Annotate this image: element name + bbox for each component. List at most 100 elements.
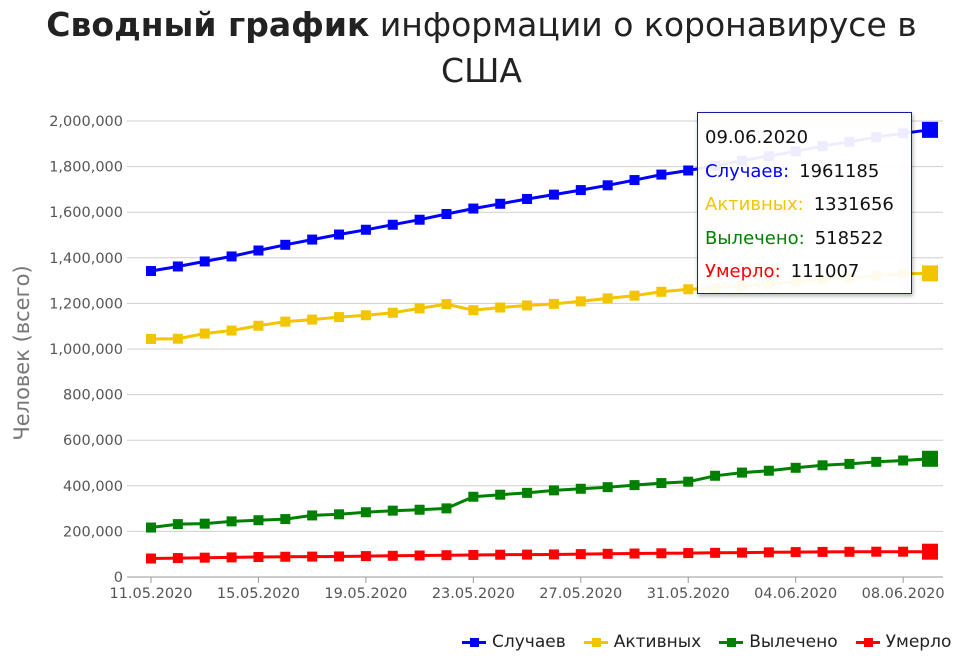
data-point [307,314,318,325]
data-point [871,546,882,557]
data-point [253,515,264,526]
y-tick-label: 1,000,000 [49,342,123,358]
data-point [280,514,291,525]
data-point [629,290,640,301]
data-point [226,552,237,563]
tooltip-row-cases: Случаев: 1961185 [705,157,911,191]
data-point [922,121,938,138]
tooltip-label: Умерло: [705,261,781,282]
data-point [922,450,938,467]
data-point [334,551,345,562]
data-tooltip: 09.06.2020 Случаев: 1961185 Активных: 1331… [697,112,912,294]
y-tick-label: 1,400,000 [49,251,123,267]
chart-title-bold: Сводный график [46,5,370,44]
x-tick-label: 27.05.2020 [539,586,622,602]
x-tick-label: 15.05.2020 [217,586,300,602]
legend-marker-icon [583,636,608,648]
data-point [575,549,586,560]
data-point [280,551,291,562]
data-point [360,224,371,235]
data-point [817,460,828,471]
y-tick-label: 800,000 [63,388,123,404]
data-point [790,462,801,473]
y-tick-label: 600,000 [63,433,123,449]
data-point [253,552,264,563]
data-point [575,296,586,307]
data-point [199,552,210,563]
data-point [334,312,345,323]
data-point [172,261,183,272]
y-axis-label: Человек (всего) [10,265,34,440]
y-tick-label: 400,000 [63,479,123,495]
data-point [522,549,533,560]
data-point [602,293,613,304]
data-point [656,169,667,180]
chart-title: Сводный график информации о коронавирусе… [20,2,943,94]
data-point [495,198,506,209]
data-point [468,203,479,214]
legend-item-cases[interactable]: Случаев [462,632,566,652]
data-point [307,234,318,245]
data-point [629,548,640,559]
data-point [522,487,533,498]
y-tick-label: 2,000,000 [49,114,123,130]
data-point [710,547,721,558]
tooltip-row-deaths: Умерло: 111007 [705,257,911,291]
legend-label: Активных [613,632,702,652]
data-point [468,305,479,316]
tooltip-label: Вылечено: [705,227,805,249]
tooltip-label: Случаев: [705,160,790,182]
legend-marker-icon [462,636,486,648]
data-point [736,467,747,478]
data-point [602,482,613,493]
data-point [468,549,479,560]
data-point [495,489,506,500]
data-point [817,546,828,557]
data-point [844,546,855,557]
data-point [710,470,721,481]
data-point [683,476,694,487]
data-point [844,458,855,469]
data-point [683,284,694,295]
legend-label: Умерло [885,632,952,652]
x-tick-label: 31.05.2020 [647,586,730,602]
data-point [441,503,452,514]
data-point [199,518,210,529]
data-point [146,266,156,277]
y-tick-label: 1,200,000 [49,296,123,312]
legend-marker-icon [719,636,744,648]
data-point [360,310,371,321]
data-point [146,553,156,564]
data-point [922,265,938,282]
x-tick-label: 04.06.2020 [754,586,837,602]
data-point [146,333,156,344]
data-point [495,549,506,560]
x-tick-label: 19.05.2020 [324,586,407,602]
legend-item-recovered[interactable]: Вылечено [719,632,838,652]
tooltip-value: 518522 [814,227,884,249]
data-point [253,245,264,256]
data-point [414,504,425,515]
data-point [656,286,667,297]
legend-label: Вылечено [749,632,838,652]
data-point [898,455,909,466]
data-point [387,219,398,230]
data-point [387,505,398,516]
legend-item-deaths[interactable]: Умерло [855,632,952,652]
data-point [898,546,909,557]
data-point [172,333,183,344]
data-point [522,300,533,311]
data-point [495,302,506,313]
tooltip-row-recovered: Вылечено: 518522 [705,224,911,258]
data-point [199,328,210,339]
data-point [199,256,210,267]
x-tick-label: 11.05.2020 [109,586,192,602]
data-point [548,549,559,560]
data-point [226,251,237,262]
legend-item-active[interactable]: Активных [583,632,702,652]
data-point [548,298,559,309]
data-point [414,214,425,225]
y-tick-label: 1,600,000 [49,205,123,221]
tooltip-value: 1961185 [799,160,880,182]
